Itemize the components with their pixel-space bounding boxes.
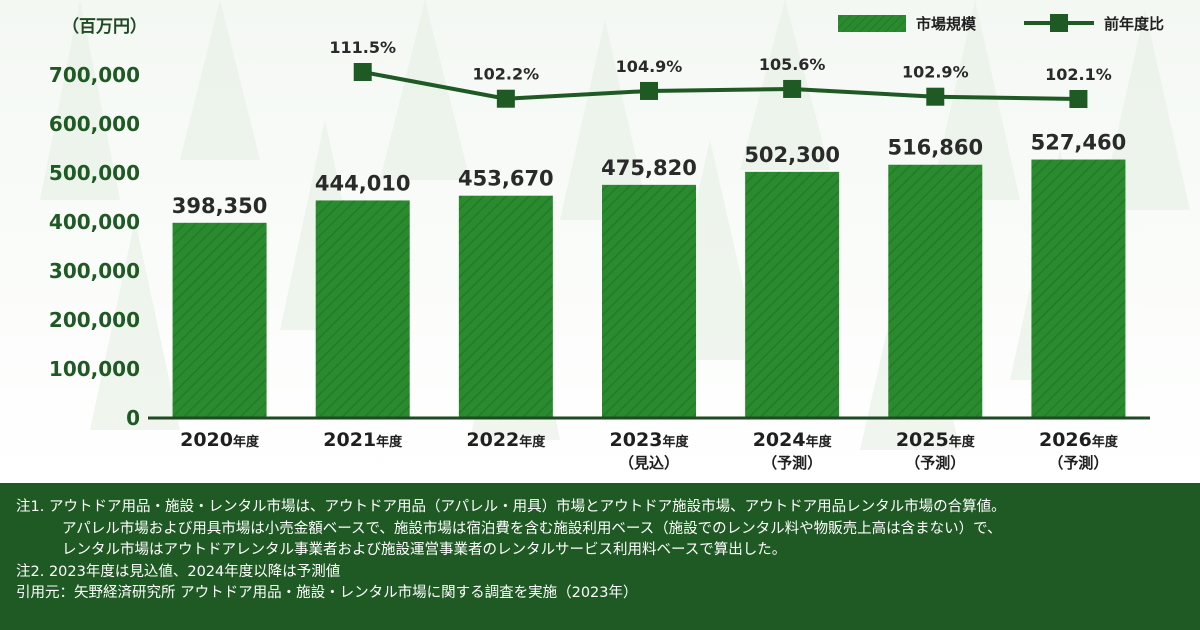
ratio-marker [640, 81, 658, 100]
ratio-value-label: 105.6% [759, 55, 826, 74]
x-tick-label: 2025年度 [896, 429, 976, 451]
unit-label: （百万円） [62, 16, 147, 37]
note-1-line-3: レンタル市場はアウトドアレンタル事業者および施設運営事業者のレンタルサービス利用… [62, 542, 787, 558]
ratio-marker [1069, 90, 1088, 108]
note-1-line-1: 注1. アウトドア用品・施設・レンタル市場は、アウトドア用品（アパレル・用具）市… [16, 499, 1006, 515]
bar-value-label: 453,670 [458, 167, 554, 191]
x-tick-sublabel: （見込） [619, 454, 679, 472]
x-tick-label: 2022年度 [466, 429, 546, 451]
ratio-value-label: 102.1% [1045, 65, 1112, 84]
y-tick-label: 500,000 [49, 161, 140, 185]
ratio-marker [496, 89, 515, 108]
legend-bar-swatch [838, 15, 906, 32]
x-tick-sublabel: （予測） [905, 454, 965, 472]
x-tick-label: 2021年度 [323, 429, 403, 451]
y-tick-label: 700,000 [49, 63, 140, 87]
y-tick-label: 300,000 [49, 259, 140, 283]
source-citation: 引用元：矢野経済研究所 アウトドア用品・施設・レンタル市場に関する調査を実施（2… [16, 585, 638, 601]
y-tick-label: 200,000 [49, 308, 140, 332]
legend: 市場規模 前年度比 [838, 14, 1164, 33]
bar-series: 398,350 444,010 453,670 475,820 502,300 516,8… [172, 131, 1127, 418]
bar [602, 184, 696, 418]
x-tick-label: 2024年度 [753, 429, 833, 451]
legend-line-label: 前年度比 [1104, 15, 1164, 33]
ratio-value-label: 102.9% [902, 63, 969, 82]
decor-triangle [180, 0, 260, 160]
bar-value-label: 527,460 [1031, 131, 1127, 155]
notes-panel: 注1. アウトドア用品・施設・レンタル市場は、アウトドア用品（アパレル・用具）市… [0, 483, 1200, 630]
bar-value-label: 398,350 [172, 194, 268, 218]
y-tick-label: 0 [126, 406, 140, 430]
ratio-value-label: 102.2% [473, 65, 540, 84]
bar [888, 164, 983, 418]
x-tick-sublabel: （予測） [1048, 454, 1108, 472]
bar-value-label: 516,860 [887, 136, 983, 160]
legend-line-marker [1050, 14, 1068, 32]
y-tick-label: 400,000 [49, 210, 140, 234]
note-2: 注2. 2023年度は見込値、2024年度以降は予測値 [16, 563, 341, 580]
decor-triangle [90, 220, 180, 430]
bar [1031, 159, 1126, 418]
decor-triangle [40, 0, 120, 200]
y-tick-label: 600,000 [49, 112, 140, 136]
x-tick-label: 2023年度 [610, 429, 690, 451]
decor-triangle [380, 0, 470, 180]
x-tick-sublabel: （予測） [762, 454, 822, 472]
ratio-line [362, 70, 1079, 101]
ratio-value-label: 104.9% [616, 57, 683, 76]
ratio-marker [783, 79, 802, 98]
ratio-marker [353, 63, 372, 81]
x-axis: 2020年度 2021年度 2022年度 2023年度 （見込） 2024年度 （予測） 20… [180, 429, 1119, 472]
legend-bar-label: 市場規模 [916, 15, 977, 33]
bar [172, 222, 267, 418]
bar-value-label: 502,300 [744, 143, 840, 167]
ratio-value-label: 111.5% [329, 38, 396, 57]
bar-value-label: 444,010 [315, 171, 411, 195]
bar [745, 171, 840, 418]
y-axis: 0 100,000 200,000 300,000 400,000 500,000 600,… [49, 63, 140, 430]
chart-canvas: （百万円） 市場規模 前年度比 0 100,000 200,000 300,000 40… [0, 0, 1200, 483]
line-series: 111.5% 102.2% 104.9% 105.6% 102.9% 102.1% [329, 38, 1112, 108]
x-tick-label: 2020年度 [180, 429, 260, 451]
bar [315, 200, 410, 418]
decor-triangle [560, 20, 650, 220]
note-1-line-2: アパレル市場および用具市場は小売金額ベースで、施設市場は宿泊費を含む施設利用ベー… [62, 520, 1002, 537]
x-tick-label: 2026年度 [1039, 429, 1119, 451]
ratio-marker [926, 87, 945, 106]
y-tick-label: 100,000 [49, 357, 140, 381]
bar [458, 195, 553, 418]
bar-value-label: 475,820 [601, 156, 697, 180]
decor-triangle [930, 0, 1020, 200]
